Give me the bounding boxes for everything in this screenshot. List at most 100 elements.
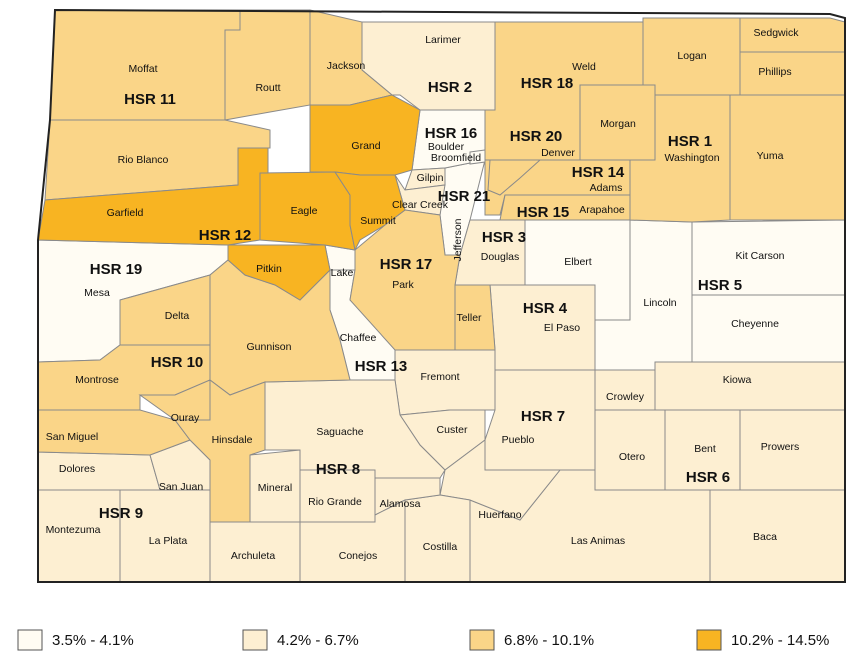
legend-swatch — [696, 629, 722, 651]
county — [333, 171, 406, 252]
county-label: Las Animas — [571, 535, 625, 547]
county — [37, 451, 161, 491]
county-label: Jefferson — [452, 218, 464, 261]
region-label: HSR 6 — [686, 469, 730, 486]
county-label: Weld — [572, 61, 596, 73]
county — [37, 147, 269, 246]
county-label: Bent — [694, 443, 716, 455]
county-label: Mesa — [84, 287, 110, 299]
county — [309, 94, 421, 176]
region-label: HSR 12 — [199, 227, 252, 244]
county-label: Archuleta — [231, 550, 276, 562]
county-label: Lake — [331, 267, 354, 279]
county-label: Delta — [165, 310, 190, 322]
county-label: Baca — [753, 531, 777, 543]
legend-swatch — [242, 629, 268, 651]
county — [454, 284, 496, 351]
county-label: San Juan — [159, 481, 204, 493]
legend-label: 10.2% - 14.5% — [731, 632, 829, 649]
legend-swatch — [469, 629, 495, 651]
county-label: Broomfield — [431, 152, 481, 164]
county-label: Hinsdale — [212, 434, 253, 446]
county — [264, 379, 446, 479]
county — [499, 194, 631, 221]
county-label: Dolores — [59, 463, 95, 475]
county-label: Sedgwick — [754, 27, 800, 39]
county-label: Logan — [677, 50, 706, 62]
county — [487, 159, 542, 196]
legend: 3.5% - 4.1% 4.2% - 6.7% 6.8% - 10.1% 10.2% … — [17, 629, 829, 651]
county-label: Grand — [351, 140, 380, 152]
county-label: La Plata — [149, 535, 188, 547]
county — [654, 361, 846, 411]
region-label: HSR 20 — [510, 128, 563, 145]
county-label: Conejos — [339, 550, 378, 562]
legend-label: 4.2% - 6.7% — [277, 632, 359, 649]
region-label: HSR 2 — [428, 79, 472, 96]
county-label: Gunnison — [247, 341, 292, 353]
county-label: Morgan — [600, 118, 636, 130]
county-label: Kiowa — [723, 374, 752, 386]
county-label: Prowers — [761, 441, 800, 453]
county — [739, 51, 846, 96]
region-label: HSR 5 — [698, 277, 742, 294]
county-label: Cheyenne — [731, 318, 779, 330]
region-label: HSR 17 — [380, 256, 433, 273]
county-label: Saguache — [316, 426, 363, 438]
county-label: Teller — [456, 312, 482, 324]
region-label: HSR 4 — [523, 300, 568, 317]
county-label: Lincoln — [643, 297, 676, 309]
county-label: Otero — [619, 451, 645, 463]
county-label: Kit Carson — [735, 250, 784, 262]
county — [174, 379, 266, 523]
county-label: Moffat — [129, 63, 158, 75]
county-label: Eagle — [291, 205, 318, 217]
county-label: Gilpin — [417, 172, 444, 184]
region-label: HSR 14 — [572, 164, 625, 181]
county-label: Chaffee — [340, 332, 377, 344]
county-label: Denver — [541, 147, 575, 159]
county-label: Yuma — [757, 150, 784, 162]
county-label: Rio Grande — [308, 496, 362, 508]
county-label: Rio Blanco — [118, 154, 169, 166]
county-label: Costilla — [423, 541, 458, 553]
county-label: Jackson — [327, 60, 366, 72]
region-label: HSR 11 — [124, 91, 176, 108]
county-label: Ouray — [171, 412, 200, 424]
region-label: HSR 7 — [521, 408, 565, 425]
county-label: Alamosa — [380, 498, 421, 510]
region-label: HSR 1 — [668, 133, 712, 150]
county-label: Montrose — [75, 374, 119, 386]
region-label: HSR 18 — [521, 75, 574, 92]
region-label: HSR 9 — [99, 505, 143, 522]
county-label: Park — [392, 279, 414, 291]
county-shapes — [37, 9, 846, 583]
legend-label: 6.8% - 10.1% — [504, 632, 594, 649]
county-label: Custer — [437, 424, 468, 436]
county-label: Huerfano — [478, 509, 521, 521]
county-label: Pitkin — [256, 263, 282, 275]
region-label: HSR 21 — [438, 188, 491, 205]
county — [37, 489, 121, 583]
county-label: Pueblo — [502, 434, 535, 446]
region-label: HSR 8 — [316, 461, 360, 478]
region-label: HSR 10 — [151, 354, 204, 371]
county-label: Adams — [590, 182, 623, 194]
region-label: HSR 3 — [482, 229, 526, 246]
county-label: Washington — [664, 152, 719, 164]
region-label: HSR 15 — [517, 204, 570, 221]
county — [709, 489, 846, 583]
region-label: HSR 19 — [90, 261, 143, 278]
county-label: Boulder — [428, 141, 465, 153]
county-label: Summit — [360, 215, 396, 227]
county-label: San Miguel — [46, 431, 99, 443]
county-label: Mineral — [258, 482, 292, 494]
county-label: Arapahoe — [579, 204, 625, 216]
region-label: HSR 16 — [425, 125, 478, 142]
county-label: Elbert — [564, 256, 592, 268]
county-label: Larimer — [425, 34, 461, 46]
county — [729, 94, 846, 221]
state-outline — [37, 8, 846, 583]
